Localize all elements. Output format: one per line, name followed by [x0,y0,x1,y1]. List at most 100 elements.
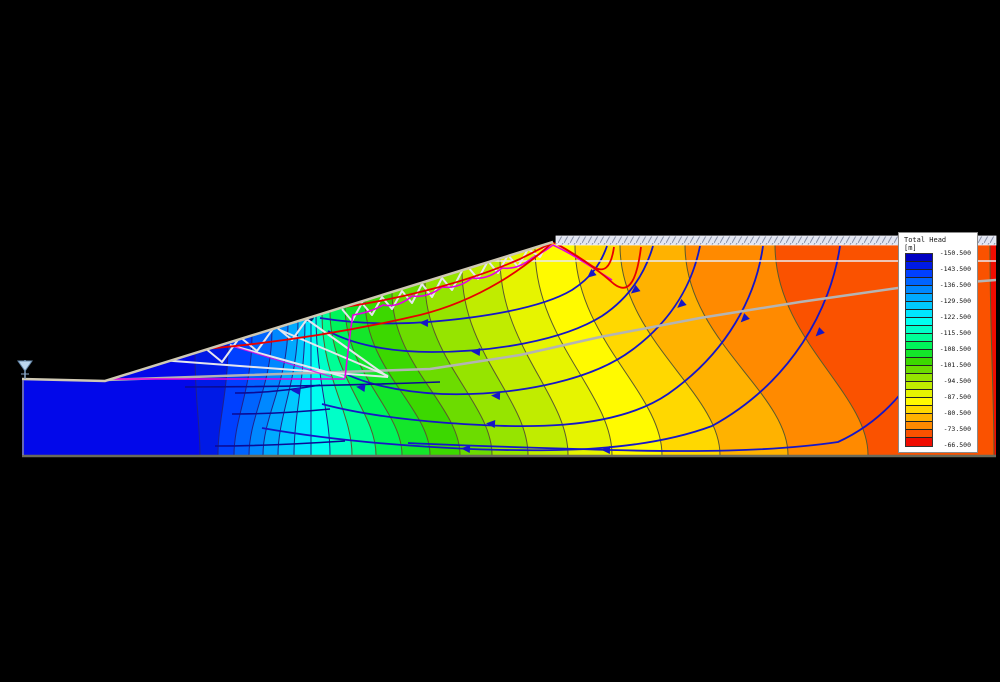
contour-line [277,320,299,455]
flow-arrow [419,319,429,327]
flow-arrow [601,446,611,454]
legend-title: Total Head [904,236,947,244]
flow-arrow [471,348,481,356]
contour-band [22,353,200,455]
contour-line [194,352,201,455]
legend-color-swatch [906,326,932,334]
flow-arrow [291,387,301,395]
legend-units: [m] [904,244,917,252]
flow-arrow [486,420,496,428]
contour-band [365,292,460,455]
legend-tick-label: -122.500 [939,313,971,321]
flow-line [321,245,764,428]
legend-colorbar [905,253,933,447]
contour-band [500,248,612,455]
contour-line [534,247,613,455]
flow-arrow [491,392,501,400]
legend-color-swatch [906,278,932,286]
legend-tick-label: -150.500 [939,249,971,257]
legend-color-swatch [906,310,932,318]
contour-line [248,328,273,455]
legend-tick-label: -73.500 [943,425,971,433]
water-level-icon [17,360,33,379]
contour-line [619,244,721,455]
contour-line [262,323,289,455]
contour-line [461,269,529,455]
legend-tick-label: -66.500 [943,441,971,449]
contour-line [774,244,869,455]
contour-band [263,321,298,455]
legend-color-swatch [906,398,932,406]
legend-color-swatch [906,302,932,310]
legend-tick-label: -108.500 [939,345,971,353]
contour-line [574,244,663,455]
drain-line [304,317,389,378]
contour-band [535,242,662,455]
flow-arrow [630,284,641,294]
flow-arrow [587,268,597,278]
legend-tick-label: -94.500 [943,377,971,385]
drain-accent-line [231,345,333,378]
contour-field [22,242,996,455]
legend-tick-label: -101.500 [939,361,971,369]
legend-tick-label: -136.500 [939,281,971,289]
legend-color-swatch [906,318,932,326]
total-head-legend: Total Head [m] -150.500 -143.500 -136.500-… [898,232,978,453]
drain-line [229,344,346,378]
drain-line [159,359,389,378]
contour-band [392,282,492,455]
contour-line [499,257,569,455]
flow-arrow [740,313,750,323]
legend-tick-label: -80.500 [943,409,971,417]
flow-line-submerged [234,384,321,394]
contour-band [218,335,252,455]
legend-tick-label: -143.500 [939,265,971,273]
slip-surface-line [147,242,642,354]
domain-outline [21,240,996,458]
slip-surface-line [329,242,615,310]
flow-arrow [461,445,471,453]
legend-color-swatch [906,358,932,366]
flow-line [339,245,701,396]
legend-tick-label: -115.500 [939,329,971,337]
drain-line [341,270,463,322]
legend-color-swatch [906,366,932,374]
legend-color-swatch [906,406,932,414]
structure-overlays [22,242,996,382]
contour-line [344,305,403,455]
legend-color-swatch [906,390,932,398]
material-boundary-line [104,278,996,382]
legend-color-swatch [906,350,932,358]
flow-arrow [356,384,366,392]
boundary-hatch-strip [555,235,997,246]
legend-color-swatch [906,414,932,422]
flow-line-submerged [231,408,331,415]
ground-face-line [21,240,554,383]
legend-color-swatch [906,286,932,294]
contour-line [424,281,493,455]
contour-band [330,306,402,455]
contour-band [990,245,996,455]
contour-band [278,319,305,455]
legend-color-swatch [906,430,932,438]
contour-band [249,324,288,455]
contour-band [322,311,376,455]
legend-color-swatch [906,270,932,278]
legend-color-swatch [906,382,932,390]
contour-band [685,245,868,455]
flow-arrow [815,327,825,337]
legend-tick-labels: -150.500 -143.500 -136.500 -129.500 -122.500… [935,249,973,449]
flow-arrow [677,298,687,308]
contour-line [217,342,229,455]
legend-tick-label: -87.500 [943,393,971,401]
legend-color-swatch [906,294,932,302]
legend-color-swatch [906,342,932,350]
flow-line [261,245,841,452]
legend-tick-label: -129.500 [939,297,971,305]
flow-line [327,245,654,353]
legend-color-swatch [906,262,932,270]
contour-band [620,245,788,455]
legend-color-swatch [906,438,932,446]
